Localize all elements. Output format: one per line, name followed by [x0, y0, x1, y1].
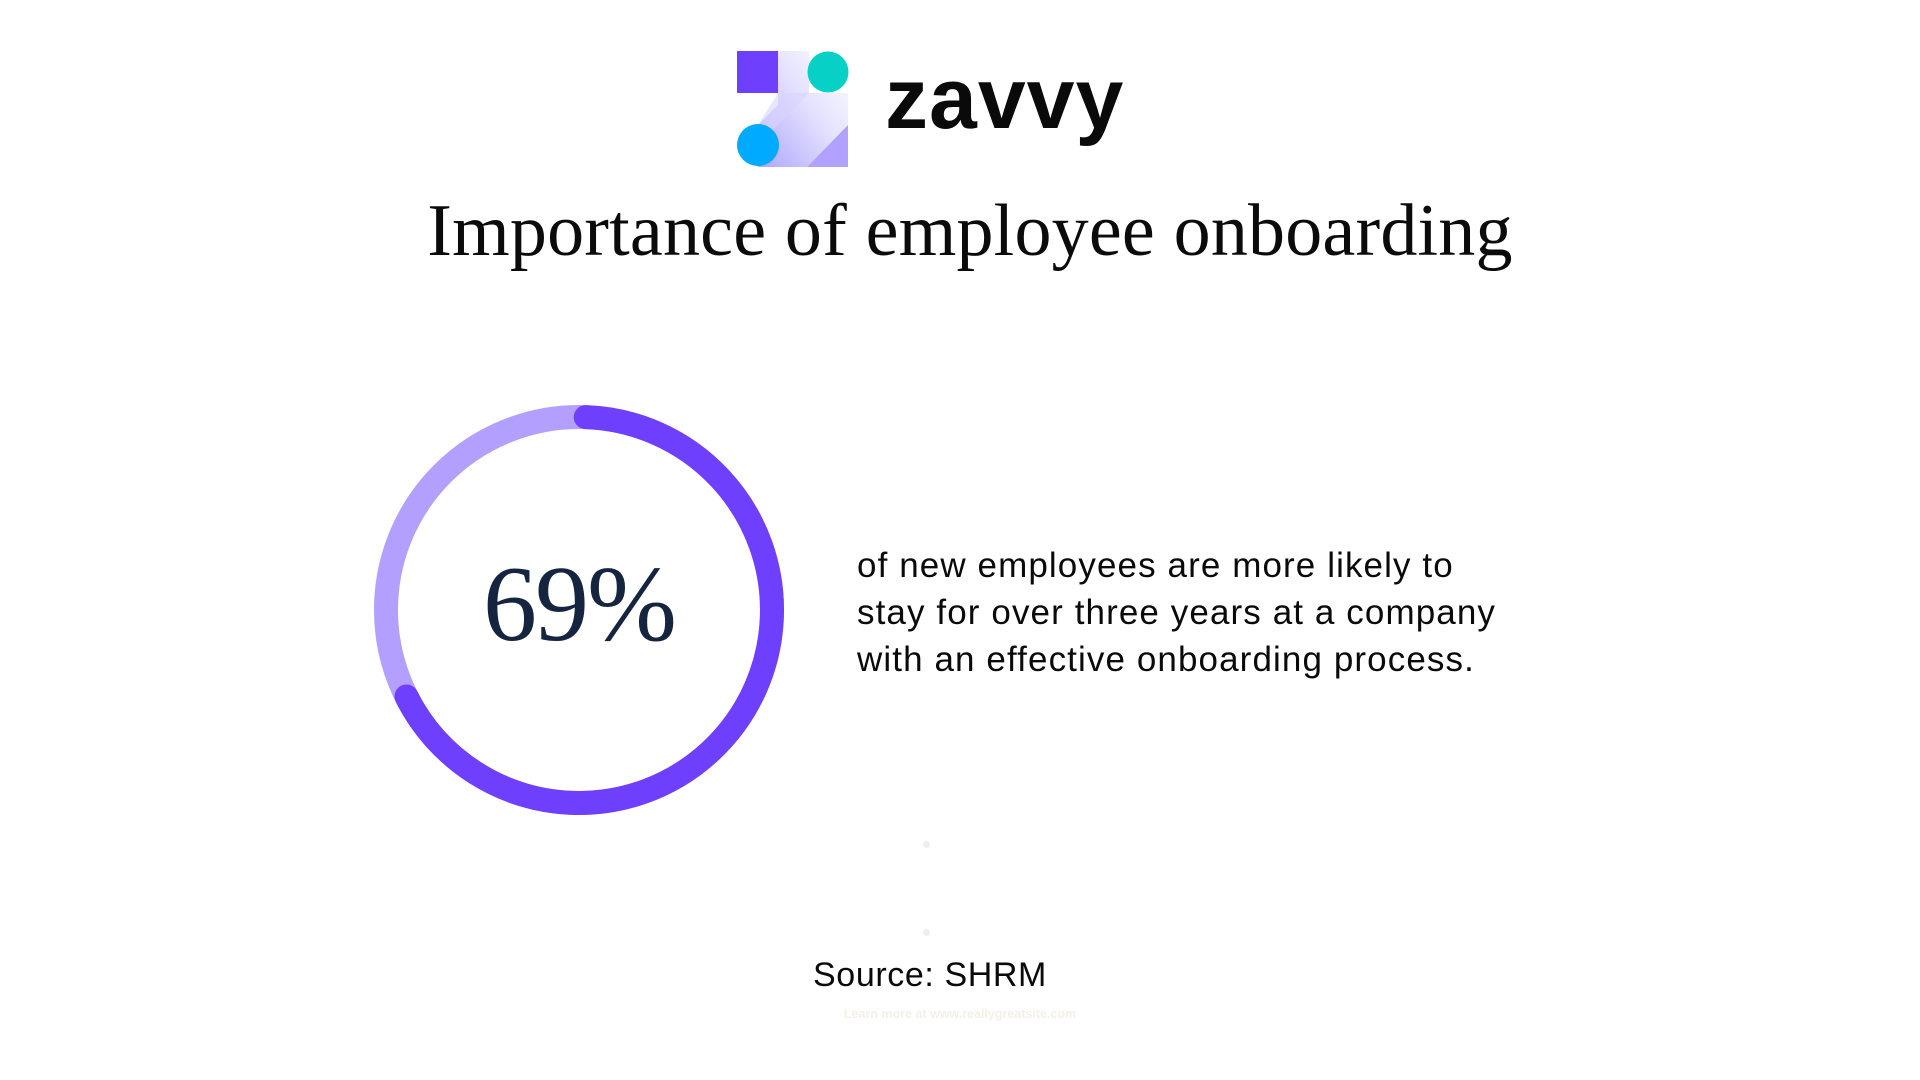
stat-value: 69% — [483, 545, 677, 664]
stat-description: of new employees are more likely to stay… — [857, 542, 1617, 683]
description-line: stay for over three years at a company — [857, 593, 1497, 632]
donut-chart — [369, 400, 789, 820]
logo-square — [737, 51, 778, 93]
zavvy-logo-mark — [737, 51, 849, 167]
decorative-dot — [923, 929, 930, 936]
description-line: of new employees are more likely to — [857, 546, 1454, 585]
logo-teal-circle — [807, 51, 849, 93]
decorative-dot — [923, 841, 930, 848]
logo-blue-circle — [737, 124, 779, 166]
brand-wordmark: zavvy — [885, 51, 1125, 147]
donut-value-arc — [374, 405, 784, 815]
footer-link[interactable]: Learn more at www.reallygreatsite.com — [843, 1007, 1077, 1021]
description-line: with an effective onboarding process. — [857, 640, 1475, 679]
page-title: Importance of employee onboarding — [427, 190, 1513, 272]
logo-triangle — [807, 125, 848, 167]
logo-icon — [737, 51, 849, 167]
source-label: Source: SHRM — [813, 956, 1047, 994]
donut-svg — [374, 405, 784, 815]
